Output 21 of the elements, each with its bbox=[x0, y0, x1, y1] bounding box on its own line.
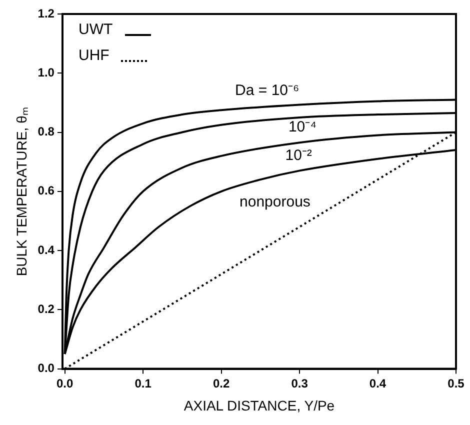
series-label: Da = 10⁻⁶ bbox=[235, 82, 300, 100]
y-tick-label: 0.0 bbox=[38, 361, 55, 376]
y-tick-label: 0.8 bbox=[38, 124, 55, 139]
y-tick-label: 0.4 bbox=[38, 242, 55, 257]
series-label: 10⁻² bbox=[285, 146, 312, 164]
series-label: 10⁻⁴ bbox=[288, 118, 317, 136]
x-tick-label: 0.4 bbox=[369, 376, 386, 390]
y-tick-label: 1.2 bbox=[38, 6, 55, 20]
x-tick-label: 0.0 bbox=[56, 376, 74, 390]
x-tick-label: 0.5 bbox=[448, 376, 465, 390]
x-tick-label: 0.3 bbox=[291, 376, 308, 390]
y-tick-label: 1.0 bbox=[38, 65, 55, 80]
y-axis-title: BULK TEMPERATURE, θₘ bbox=[13, 106, 30, 276]
y-tick-label: 0.2 bbox=[38, 302, 55, 316]
annotation: UHF bbox=[78, 47, 110, 64]
x-axis-title: AXIAL DISTANCE, Y/Pe bbox=[184, 397, 335, 414]
annotation: UWT bbox=[78, 21, 113, 38]
x-tick-label: 0.2 bbox=[212, 376, 230, 390]
x-tick-label: 0.1 bbox=[134, 376, 152, 390]
y-tick-label: 0.6 bbox=[38, 184, 55, 198]
series-label: nonporous bbox=[240, 193, 310, 210]
